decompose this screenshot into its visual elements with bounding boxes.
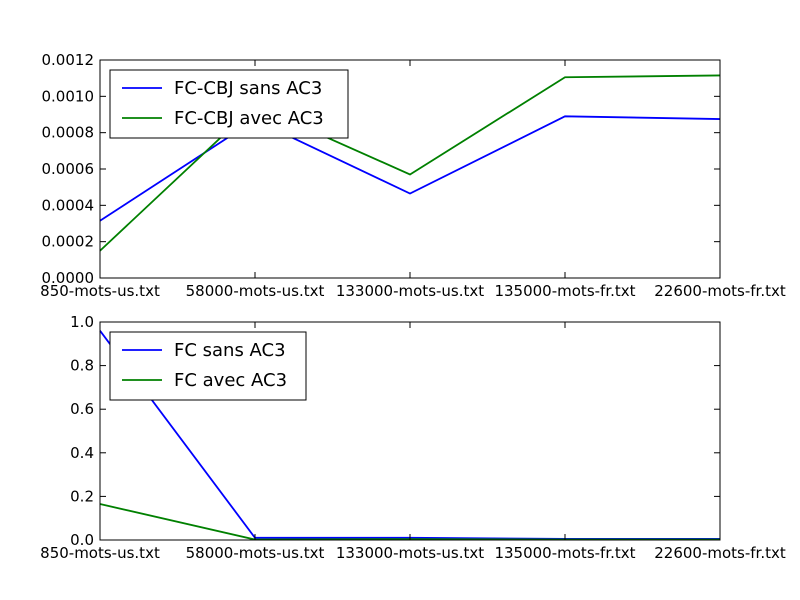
chart2-xtick-label: 850-mots-us.txt — [40, 544, 160, 562]
chart1-series-line-2 — [99, 74, 721, 252]
chart1-ytick-label: 0.0000 — [42, 269, 95, 287]
chart2-legend: FC sans AC3 FC avec AC3 — [109, 331, 307, 401]
chart1-xtick-label: 58000-mots-us.txt — [186, 282, 325, 300]
chart1-legend-label-1: FC-CBJ sans AC3 — [174, 78, 322, 99]
chart1-legend-box — [109, 69, 349, 139]
chart2-ytick-label: 0.6 — [70, 400, 94, 418]
chart1-xtick-label: 135000-mots-fr.txt — [494, 282, 635, 300]
chart2-ytick-label: 0.8 — [70, 357, 94, 375]
chart1-panel: 0.0000 0.0002 0.0004 0.0006 0.0008 0.0010 0.00… — [40, 51, 786, 300]
chart1-legend: FC-CBJ sans AC3 FC-CBJ avec AC3 — [109, 69, 349, 139]
chart2-legend-label-2: FC avec AC3 — [174, 370, 287, 391]
chart1-ytick-label: 0.0004 — [42, 196, 95, 214]
chart2-ytick-label: 0.2 — [70, 487, 94, 505]
chart2-legend-box — [109, 331, 307, 401]
chart2-ytick-label: 0.4 — [70, 444, 94, 462]
chart2-panel: 0.0 0.2 0.4 0.6 0.8 1.0 850-mots-us.txt 58000-m… — [40, 313, 786, 562]
chart1-legend-label-2: FC-CBJ avec AC3 — [174, 108, 324, 129]
chart1-ytick-label: 0.0002 — [42, 233, 95, 251]
chart2-ytick-label: 1.0 — [70, 313, 94, 331]
chart1-ytick-label: 0.0008 — [42, 124, 95, 142]
chart1-xtick-label: 850-mots-us.txt — [40, 282, 160, 300]
chart1-ytick-label: 0.0006 — [42, 160, 95, 178]
chart2-legend-label-1: FC sans AC3 — [174, 340, 286, 361]
chart1-xtick-label: 133000-mots-us.txt — [336, 282, 484, 300]
chart1-ytick-label: 0.0010 — [42, 87, 95, 105]
chart2-xtick-label: 22600-mots-fr.txt — [654, 544, 786, 562]
chart2-ytick-label: 0.0 — [70, 531, 94, 549]
chart2-xtick-label: 135000-mots-fr.txt — [494, 544, 635, 562]
chart2-xtick-label: 133000-mots-us.txt — [336, 544, 484, 562]
chart1-ytick-label: 0.0012 — [42, 51, 95, 69]
chart2-xtick-label: 58000-mots-us.txt — [186, 544, 325, 562]
chart1-xtick-label: 22600-mots-fr.txt — [654, 282, 786, 300]
